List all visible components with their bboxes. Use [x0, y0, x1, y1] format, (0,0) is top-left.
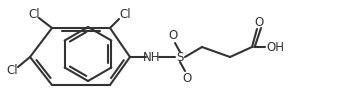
Text: O: O — [255, 16, 264, 29]
Text: Cl: Cl — [28, 8, 40, 21]
Text: Cl: Cl — [119, 8, 131, 21]
Text: NH: NH — [143, 51, 161, 63]
Text: Cl: Cl — [6, 64, 18, 77]
Text: O: O — [168, 29, 178, 42]
Text: OH: OH — [266, 41, 284, 54]
Text: S: S — [176, 51, 184, 63]
Text: O: O — [182, 72, 192, 85]
